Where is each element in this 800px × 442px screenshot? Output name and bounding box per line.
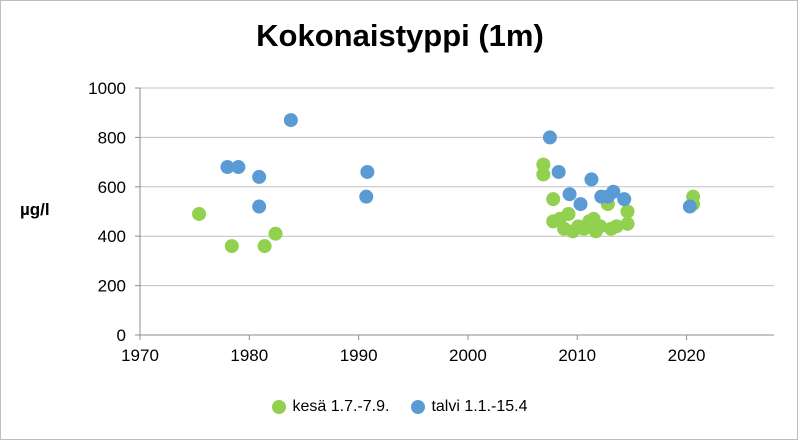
legend-marker-winter — [411, 400, 426, 414]
chart-title: Kokonaistyppi (1m) — [256, 18, 544, 53]
winter-point — [551, 164, 566, 179]
summer-point — [620, 204, 635, 219]
summer-point — [620, 216, 635, 231]
data-points — [192, 113, 701, 254]
winter-point — [682, 199, 697, 214]
y-tick-label: 200 — [98, 277, 126, 296]
winter-point — [542, 130, 557, 145]
legend-item-summer: kesä 1.7.-7.9. — [272, 398, 389, 416]
legend: kesä 1.7.-7.9. talvi 1.1.-15.4 — [0, 398, 800, 416]
summer-point — [536, 157, 551, 172]
winter-point — [617, 192, 632, 207]
y-tick-label: 800 — [98, 128, 126, 147]
x-tick-label: 1990 — [340, 346, 378, 365]
x-tick-label: 2010 — [558, 346, 596, 365]
legend-marker-summer — [272, 400, 287, 414]
gridlines — [140, 87, 774, 287]
winter-point — [359, 189, 374, 204]
winter-point — [360, 164, 375, 179]
summer-point — [268, 226, 283, 241]
axes — [135, 87, 774, 340]
summer-point — [561, 206, 576, 221]
winter-point — [573, 197, 588, 212]
legend-item-winter: talvi 1.1.-15.4 — [411, 398, 528, 416]
x-tick-label: 2020 — [668, 346, 706, 365]
x-tick-label: 1980 — [230, 346, 268, 365]
summer-point — [593, 219, 608, 234]
winter-point — [562, 187, 577, 202]
summer-point — [224, 239, 239, 254]
winter-point — [584, 172, 599, 187]
winter-point — [220, 160, 235, 175]
summer-point — [536, 167, 551, 182]
legend-label-winter: talvi 1.1.-15.4 — [431, 398, 528, 415]
legend-label-summer: kesä 1.7.-7.9. — [292, 398, 390, 415]
summer-point — [546, 192, 561, 207]
y-tick-label: 400 — [98, 227, 126, 246]
y-tick-label: 600 — [98, 178, 126, 197]
x-tick-label: 2000 — [449, 346, 487, 365]
winter-point — [252, 199, 267, 214]
y-axis-label: µg/l — [20, 200, 50, 219]
y-tick-label: 0 — [117, 326, 126, 345]
winter-point — [252, 169, 267, 184]
winter-point — [606, 184, 621, 199]
tick-labels: 0 200 400 600 800 1000 1970 1980 1990 2000 2010 202… — [88, 79, 705, 365]
summer-point — [609, 219, 624, 234]
winter-point — [231, 160, 246, 175]
x-tick-label: 1970 — [121, 346, 159, 365]
winter-point — [283, 113, 298, 128]
y-tick-label: 1000 — [88, 79, 126, 98]
summer-point — [257, 239, 272, 254]
summer-point — [192, 206, 207, 221]
